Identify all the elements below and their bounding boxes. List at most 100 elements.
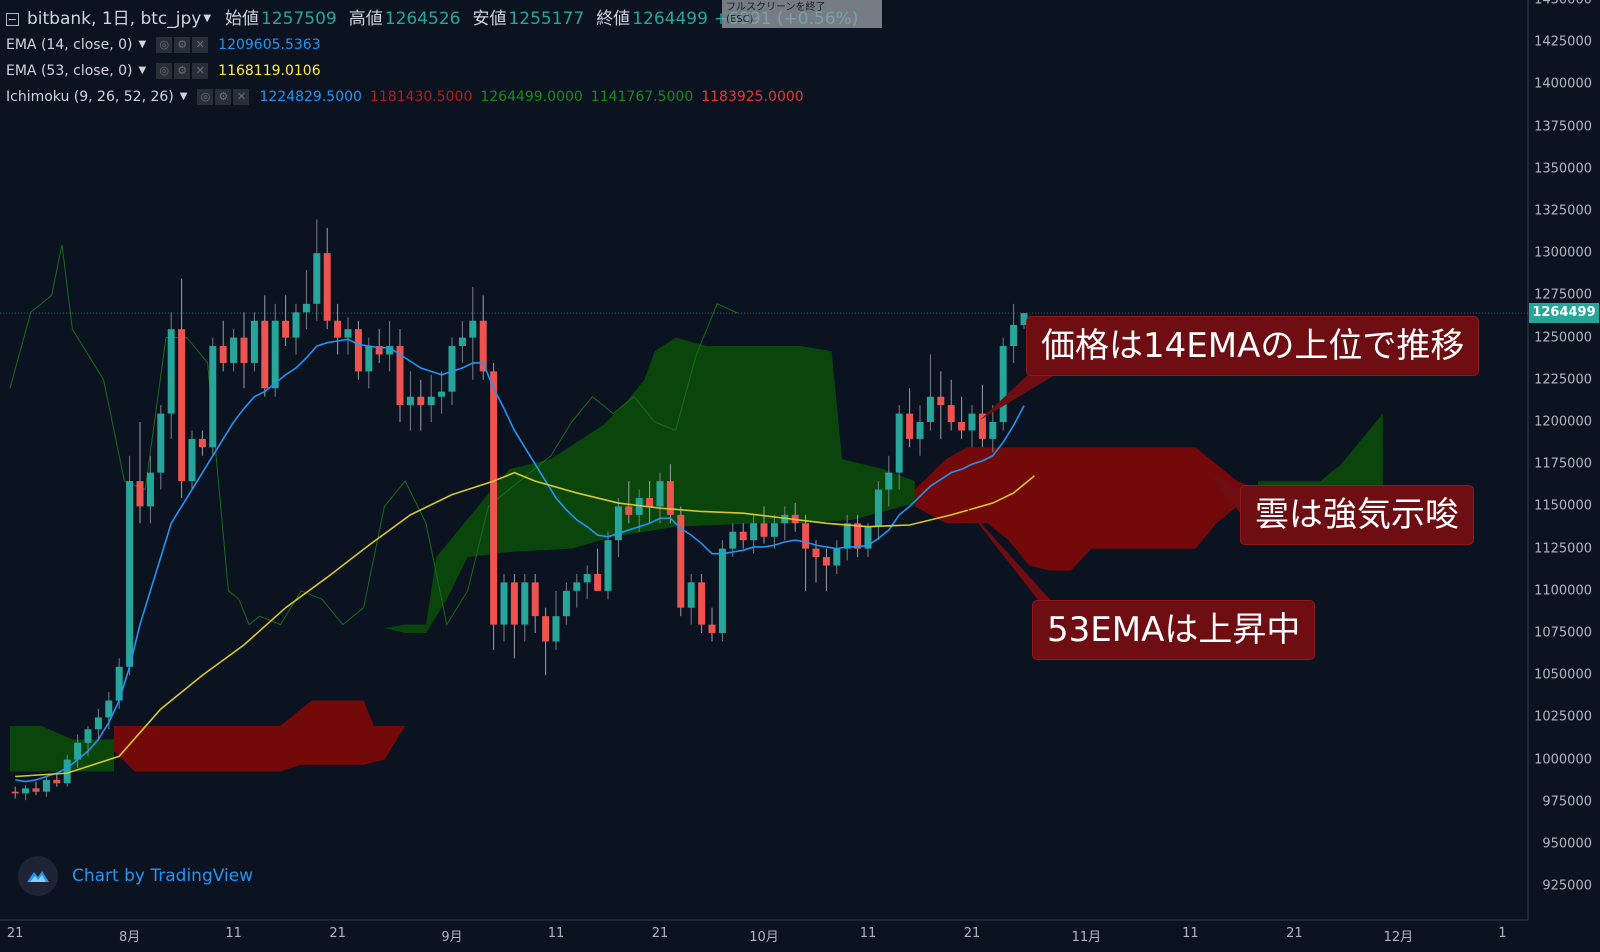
candle-down (334, 320, 342, 338)
time-tick-label: 21 (329, 926, 346, 941)
eye-icon[interactable]: ◎ (156, 37, 173, 53)
indicator-row[interactable]: EMA (14, close, 0) ▼ ◎ ⚙ ✕ 1209605.5363 (6, 32, 858, 58)
candle-up (635, 497, 643, 515)
candle-down (510, 582, 518, 625)
price-axis[interactable]: 1450000 1425000 1400000 1375000 1350000 13250… (1528, 0, 1600, 920)
price-tick-label: 1400000 (1534, 76, 1592, 92)
candle-down (490, 371, 498, 625)
chevron-down-icon[interactable]: ▼ (203, 13, 212, 24)
price-tick-label: 1025000 (1534, 709, 1592, 725)
candle-down (53, 779, 61, 784)
candle-up (448, 346, 456, 392)
candle-up (1010, 324, 1018, 347)
candle-up (250, 320, 258, 363)
eye-icon[interactable]: ◎ (156, 63, 173, 79)
price-tick-label: 1450000 (1534, 0, 1592, 8)
candle-down (854, 523, 862, 549)
chevron-down-icon[interactable]: ▼ (179, 91, 188, 102)
candle-up (438, 391, 446, 397)
candle-up (999, 346, 1007, 423)
close-icon[interactable]: ✕ (192, 63, 209, 79)
candle-up (926, 396, 934, 423)
candle-up (718, 548, 726, 634)
open-value: 1257509 (261, 9, 337, 29)
last-price-tag: 1264499 (1529, 303, 1599, 324)
time-tick-label: 1 (1498, 926, 1507, 941)
indicator-row[interactable]: Ichimoku (9, 26, 52, 26) ▼ ◎ ⚙ ✕ 1224829.5000… (6, 84, 858, 110)
time-tick-label: 11月 (1071, 930, 1102, 945)
candle-up (562, 590, 570, 617)
gear-icon[interactable]: ⚙ (174, 37, 191, 53)
indicator-name[interactable]: EMA (14, close, 0) (6, 37, 133, 53)
indicator-value: 1209605.5363 (218, 37, 321, 53)
tradingview-credit[interactable]: Chart by TradingView (18, 856, 253, 896)
fullscreen-tip-line2: (ESC) (726, 14, 754, 25)
callout-ema53-rising: 53EMAは上昇中 (1032, 600, 1316, 660)
candle-down (822, 557, 830, 566)
chevron-down-icon[interactable]: ▼ (138, 65, 147, 76)
callout-pointer (1205, 470, 1246, 520)
high-value: 1264526 (384, 9, 461, 29)
price-tick-label: 925000 (1542, 878, 1592, 894)
candle-down (594, 573, 602, 591)
candle-down (375, 346, 383, 355)
ichimoku-cloud-bull (10, 725, 114, 772)
price-tick-label: 1275000 (1534, 287, 1592, 303)
ema14-line (15, 338, 1025, 783)
time-tick-label: 21 (6, 926, 24, 941)
candle-down (802, 523, 810, 549)
gear-icon[interactable]: ⚙ (215, 89, 232, 105)
price-tick-label: 1100000 (1534, 583, 1592, 599)
candle-down (978, 413, 986, 439)
candle-down (240, 337, 248, 363)
price-tick-label: 1125000 (1534, 541, 1592, 557)
collapse-legend-icon[interactable] (6, 12, 19, 26)
candle-up (885, 472, 893, 490)
candle-down (396, 346, 404, 406)
candle-down (958, 422, 966, 431)
candle-up (167, 329, 175, 414)
callout-price-above-ema: 価格は14EMAの上位で推移 (1026, 316, 1480, 376)
tradingview-logo-icon (18, 856, 58, 896)
candle-up (874, 489, 882, 527)
price-tick-label: 1200000 (1534, 414, 1592, 430)
candle-down (906, 413, 914, 439)
candle-up (74, 742, 82, 760)
indicator-name[interactable]: Ichimoku (9, 26, 52, 26) (6, 89, 174, 105)
price-tick-label: 1050000 (1534, 667, 1592, 683)
candle-up (500, 582, 508, 625)
candle-down (417, 396, 425, 406)
price-tick-label: 1300000 (1534, 245, 1592, 261)
close-icon[interactable]: ✕ (233, 89, 250, 105)
candle-up (146, 472, 154, 507)
price-tick-label: 1350000 (1534, 161, 1592, 177)
indicator-row[interactable]: EMA (53, close, 0) ▼ ◎ ⚙ ✕ 1168119.0106 (6, 58, 858, 84)
candle-up (687, 582, 695, 608)
indicator-name[interactable]: EMA (53, close, 0) (6, 63, 133, 79)
close-icon[interactable]: ✕ (192, 37, 209, 53)
candle-down (646, 497, 654, 507)
candle-up (302, 303, 310, 313)
time-axis[interactable]: 21 8月 11 21 9月 11 21 10月 11 21 11月 11 21 12月 1 (0, 920, 1528, 952)
indicator-value: 1168119.0106 (218, 63, 321, 79)
candle-down (947, 405, 955, 423)
candle-up (1020, 313, 1028, 325)
fullscreen-exit-tooltip[interactable]: フルスクリーンを終了 (ESC) (722, 0, 882, 28)
candle-up (94, 717, 102, 730)
time-tick-label: 8月 (118, 930, 141, 945)
indicator-value: 1224829.5000 (259, 89, 362, 105)
time-tick-label: 11 (547, 926, 565, 941)
candle-down (198, 438, 206, 448)
eye-icon[interactable]: ◎ (197, 89, 214, 105)
candle-down (625, 506, 633, 515)
gear-icon[interactable]: ⚙ (174, 63, 191, 79)
close-value: 1264499 (632, 9, 708, 29)
candle-up (552, 616, 560, 642)
candle-down (812, 548, 820, 558)
candle-down (136, 481, 144, 507)
chevron-down-icon[interactable]: ▼ (138, 39, 147, 50)
candle-up (209, 346, 217, 448)
symbol-title[interactable]: bitbank, 1日, btc_jpy (27, 9, 202, 29)
time-tick-label: 9月 (441, 930, 463, 945)
